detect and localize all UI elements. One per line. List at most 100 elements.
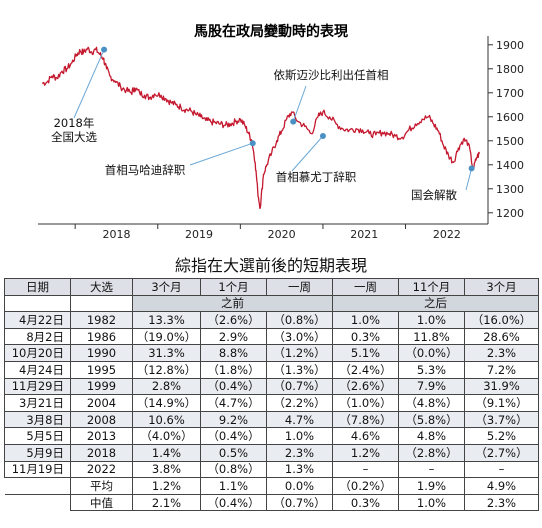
cell-value: （0.4%） — [200, 377, 267, 396]
cell-value: （2.6%） — [200, 311, 267, 329]
cell-value: 0.5% — [200, 443, 267, 462]
cell-value: （0.8%） — [200, 460, 267, 479]
annotation-label: 依斯迈沙比利出任首相 — [274, 68, 389, 82]
annotation-leader — [465, 168, 473, 191]
cell-value: 4.6% — [332, 427, 399, 445]
annotation-leader — [189, 142, 253, 166]
annotation-label: 2018年 — [54, 116, 95, 130]
cell-election: 2022 — [70, 460, 133, 479]
col-election: 大选 — [70, 278, 133, 296]
summary-value: 1.2% — [132, 477, 201, 495]
cell-value: （9.1%） — [464, 394, 539, 412]
col-1w-before: 一周 — [266, 278, 333, 296]
cell-value: （1.3%） — [266, 360, 333, 379]
summary-value: （0.2%） — [332, 477, 399, 495]
table-row: 10月20日 1990 31.3% 8.8% （1.2%） 5.1% （0.0%） 2.3% — [4, 344, 539, 362]
col-date: 日期 — [4, 278, 71, 296]
annotation-leader — [291, 135, 324, 172]
cell-date: 4月22日 — [4, 311, 71, 329]
cell-value: （0.4%） — [200, 427, 267, 445]
summary-row: 中值 2.1% （0.4%） （0.7%） 0.3% 1.0% 2.3% — [4, 493, 539, 512]
cell-value: 7.2% — [464, 360, 539, 379]
table-title: 綜指在大選前後的短期表現 — [174, 256, 367, 275]
cell-date: 11月19日 — [4, 460, 71, 479]
y-tick-label: 1200 — [496, 207, 524, 220]
cell-value: 5.1% — [332, 344, 399, 362]
cell-value: 2.3% — [266, 443, 333, 462]
cell-value: （4.0%） — [132, 427, 201, 445]
annotation-point — [319, 133, 326, 139]
cell-election: 2004 — [70, 394, 133, 412]
cell-date: 8月2日 — [4, 327, 71, 346]
chart-title: 馬股在政局變動時的表現 — [194, 23, 348, 40]
cell-date: 5月5日 — [4, 427, 71, 445]
cell-date: 3月8日 — [4, 410, 71, 429]
table-row: 11月29日 1999 2.8% （0.4%） （0.7%） （2.6%） 7.9% 31.9… — [4, 377, 539, 396]
cell-value: 2.9% — [200, 327, 267, 346]
cell-value: 1.0% — [266, 427, 333, 445]
x-tick-label: 2018 — [102, 228, 130, 241]
table-row: 11月19日 2022 3.8% （0.8%） 1.3% – – – — [4, 460, 539, 479]
cell-value: （0.8%） — [266, 311, 333, 329]
summary-blank — [4, 493, 71, 511]
y-tick-label: 1700 — [496, 87, 524, 100]
annotation-label: 首相马哈迪辞职 — [105, 163, 186, 177]
col-1w-after: 一周 — [332, 278, 399, 296]
cell-value: 3.8% — [132, 460, 201, 479]
cell-value: 0.3% — [332, 327, 399, 346]
x-tick-label: 2021 — [350, 228, 378, 241]
x-tick-label: 2022 — [433, 228, 461, 241]
cell-value: （3.7%） — [464, 410, 539, 429]
table-row: 5月5日 2013 （4.0%） （0.4%） 1.0% 4.6% 4.8% 5.2% — [4, 427, 539, 445]
col-1m-before: 1个月 — [200, 278, 267, 296]
table-summary: 平均 1.2% 1.1% 0.0% （0.2%） 1.9% 4.9% 中值 2.1% （0.4%）… — [4, 477, 539, 512]
cell-value: 8.8% — [200, 344, 267, 362]
col-3m-before: 3个月 — [132, 278, 201, 296]
annotation-label: 全国大选 — [51, 130, 97, 144]
y-tick-label: 1800 — [496, 63, 524, 76]
annotation-label: 首相慕尤丁辞职 — [276, 170, 357, 184]
subheader-blank — [4, 294, 71, 313]
annotation-point — [290, 118, 297, 125]
cell-date: 4月24日 — [4, 360, 71, 379]
cell-date: 11月29日 — [4, 377, 71, 396]
cell-value: （2.7%） — [464, 443, 539, 462]
annotation-leader — [73, 49, 105, 119]
cell-value: 1.0% — [398, 311, 465, 329]
cell-value: 1.0% — [332, 311, 399, 329]
cell-value: 2.3% — [464, 344, 539, 362]
cell-value: 2.8% — [132, 377, 201, 396]
cell-value: 31.9% — [464, 377, 539, 396]
table-row: 3月8日 2008 10.6% 9.2% 4.7% （7.8%） （5.8%） （3.7%） — [4, 410, 539, 429]
annotation-label: 国会解散 — [411, 188, 457, 202]
cell-value: – — [398, 460, 465, 479]
cell-value: （4.8%） — [398, 394, 465, 412]
subheader-row: 之前 之后 — [4, 294, 539, 313]
summary-value: 1.1% — [200, 477, 267, 495]
subheader-blank — [70, 294, 133, 313]
cell-election: 2018 — [70, 443, 133, 462]
cell-value: （5.8%） — [398, 410, 465, 429]
y-tick-label: 1500 — [496, 135, 524, 148]
cell-value: （2.2%） — [266, 394, 333, 412]
cell-value: （16.0%） — [464, 311, 539, 329]
cell-election: 1999 — [70, 377, 133, 396]
cell-value: （19.0%） — [132, 327, 201, 346]
summary-value: 1.9% — [398, 477, 465, 495]
annotation-point — [249, 140, 256, 147]
cell-value: 5.2% — [464, 427, 539, 445]
cell-date: 5月9日 — [4, 443, 71, 462]
cell-value: 1.3% — [266, 460, 333, 479]
x-tick-label: 2019 — [185, 228, 213, 241]
cell-value: （1.0%） — [332, 394, 399, 412]
cell-value: （2.6%） — [332, 377, 399, 396]
cell-election: 1982 — [70, 311, 133, 329]
cell-value: 31.3% — [132, 344, 201, 362]
subheader-after: 之后 — [332, 294, 539, 313]
cell-election: 1995 — [70, 360, 133, 379]
summary-row: 平均 1.2% 1.1% 0.0% （0.2%） 1.9% 4.9% — [4, 477, 539, 495]
cell-date: 3月21日 — [4, 394, 71, 412]
cell-election: 1990 — [70, 344, 133, 362]
col-11m-after: 11个月 — [398, 278, 465, 296]
x-tick-label: 2020 — [268, 228, 296, 241]
